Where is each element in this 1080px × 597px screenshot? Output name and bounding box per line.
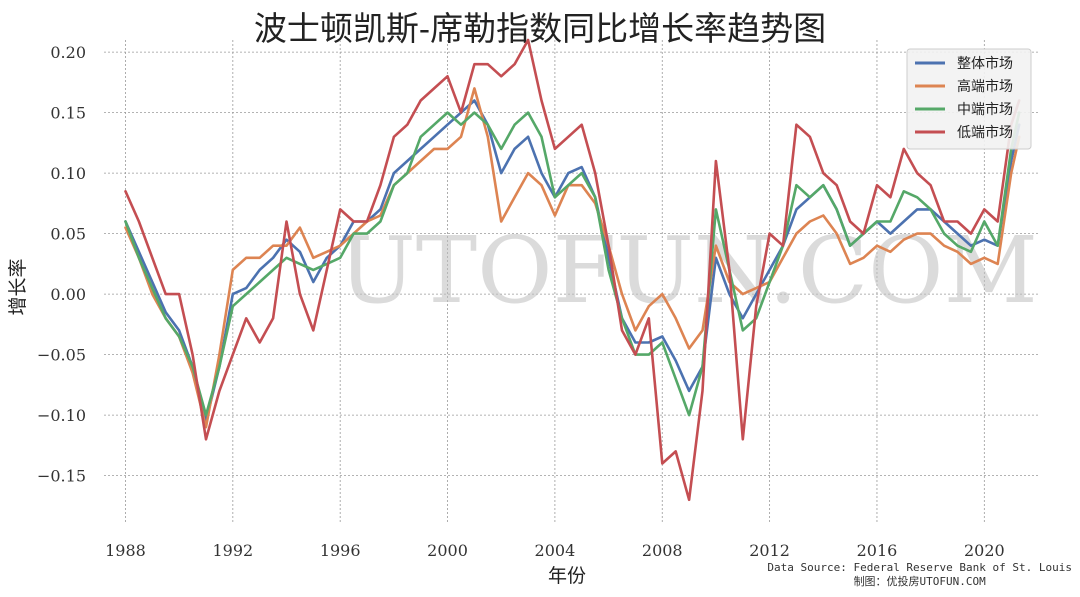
x-tick-label: 2020 xyxy=(964,541,1005,560)
series-lines xyxy=(124,38,1021,502)
legend-box xyxy=(906,48,1032,150)
y-tick-label: 0.15 xyxy=(50,104,86,123)
chart-title: 波士顿凯斯-席勒指数同比增长率趋势图 xyxy=(253,9,827,48)
series-line-3 xyxy=(124,111,1021,417)
source-line-2: 制图：优投房UTOFUN.COM xyxy=(853,575,986,588)
y-tick-label: −0.10 xyxy=(37,406,86,425)
x-tick-label: 1996 xyxy=(320,541,361,560)
y-tick-label: 0.20 xyxy=(50,43,86,62)
legend-label: 低端市场 xyxy=(957,124,1013,141)
legend-label: 整体市场 xyxy=(957,55,1013,72)
legend-label: 中端市场 xyxy=(957,101,1013,118)
x-tick-label: 2000 xyxy=(427,541,468,560)
series-line-4 xyxy=(124,38,1021,502)
x-tick-label: 2016 xyxy=(857,541,898,560)
y-tick-label: 0.00 xyxy=(50,285,86,304)
y-tick-labels: −0.15 −0.10 −0.05 0.00 0.05 0.10 0.15 0.20 xyxy=(37,43,86,486)
x-tick-label: 1992 xyxy=(212,541,253,560)
source-line-1: Data Source: Federal Reserve Bank of St.… xyxy=(767,561,1072,574)
watermark: UTOFUN.COM xyxy=(338,217,1038,324)
x-tick-label: 1988 xyxy=(105,541,146,560)
y-tick-label: 0.05 xyxy=(50,225,86,244)
y-tick-label: −0.15 xyxy=(37,467,86,486)
y-tick-label: 0.10 xyxy=(50,164,86,183)
x-axis-label: 年份 xyxy=(548,565,586,587)
legend-label: 高端市场 xyxy=(957,78,1013,95)
y-tick-label: −0.05 xyxy=(37,346,86,365)
source-note: Data Source: Federal Reserve Bank of St.… xyxy=(767,561,1072,589)
x-tick-label: 2008 xyxy=(642,541,683,560)
x-tick-label: 2004 xyxy=(535,541,576,560)
series-line-2 xyxy=(124,87,1021,429)
y-axis-label: 增长率 xyxy=(7,258,29,315)
x-tick-labels: 1988 1992 1996 2000 2004 2008 2012 2016 2020 xyxy=(105,541,1005,560)
x-tick-label: 2012 xyxy=(749,541,790,560)
